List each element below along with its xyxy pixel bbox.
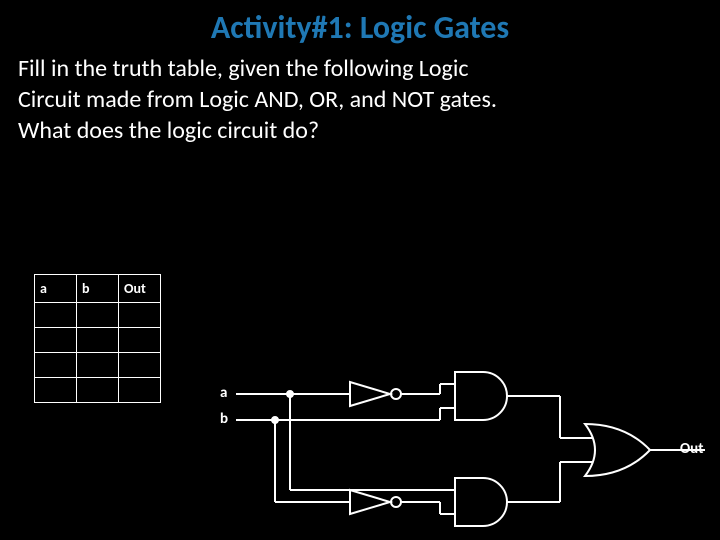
table-row (35, 328, 161, 353)
circuit-svg (200, 370, 710, 540)
col-b: b (77, 275, 119, 303)
col-a: a (35, 275, 77, 303)
table-row (35, 353, 161, 378)
instructions: Fill in the truth table, given the follo… (0, 53, 720, 147)
page-title: Activity#1: Logic Gates (0, 0, 720, 53)
instructions-line-3: What does the logic circuit do? (18, 115, 702, 146)
truth-table: a b Out (34, 274, 161, 403)
table-row (35, 378, 161, 403)
col-out: Out (119, 275, 161, 303)
logic-circuit: a b Out (200, 370, 710, 540)
instructions-line-1: Fill in the truth table, given the follo… (18, 53, 702, 84)
table-row (35, 303, 161, 328)
instructions-line-2: Circuit made from Logic AND, OR, and NOT… (18, 84, 702, 115)
table-header-row: a b Out (35, 275, 161, 303)
